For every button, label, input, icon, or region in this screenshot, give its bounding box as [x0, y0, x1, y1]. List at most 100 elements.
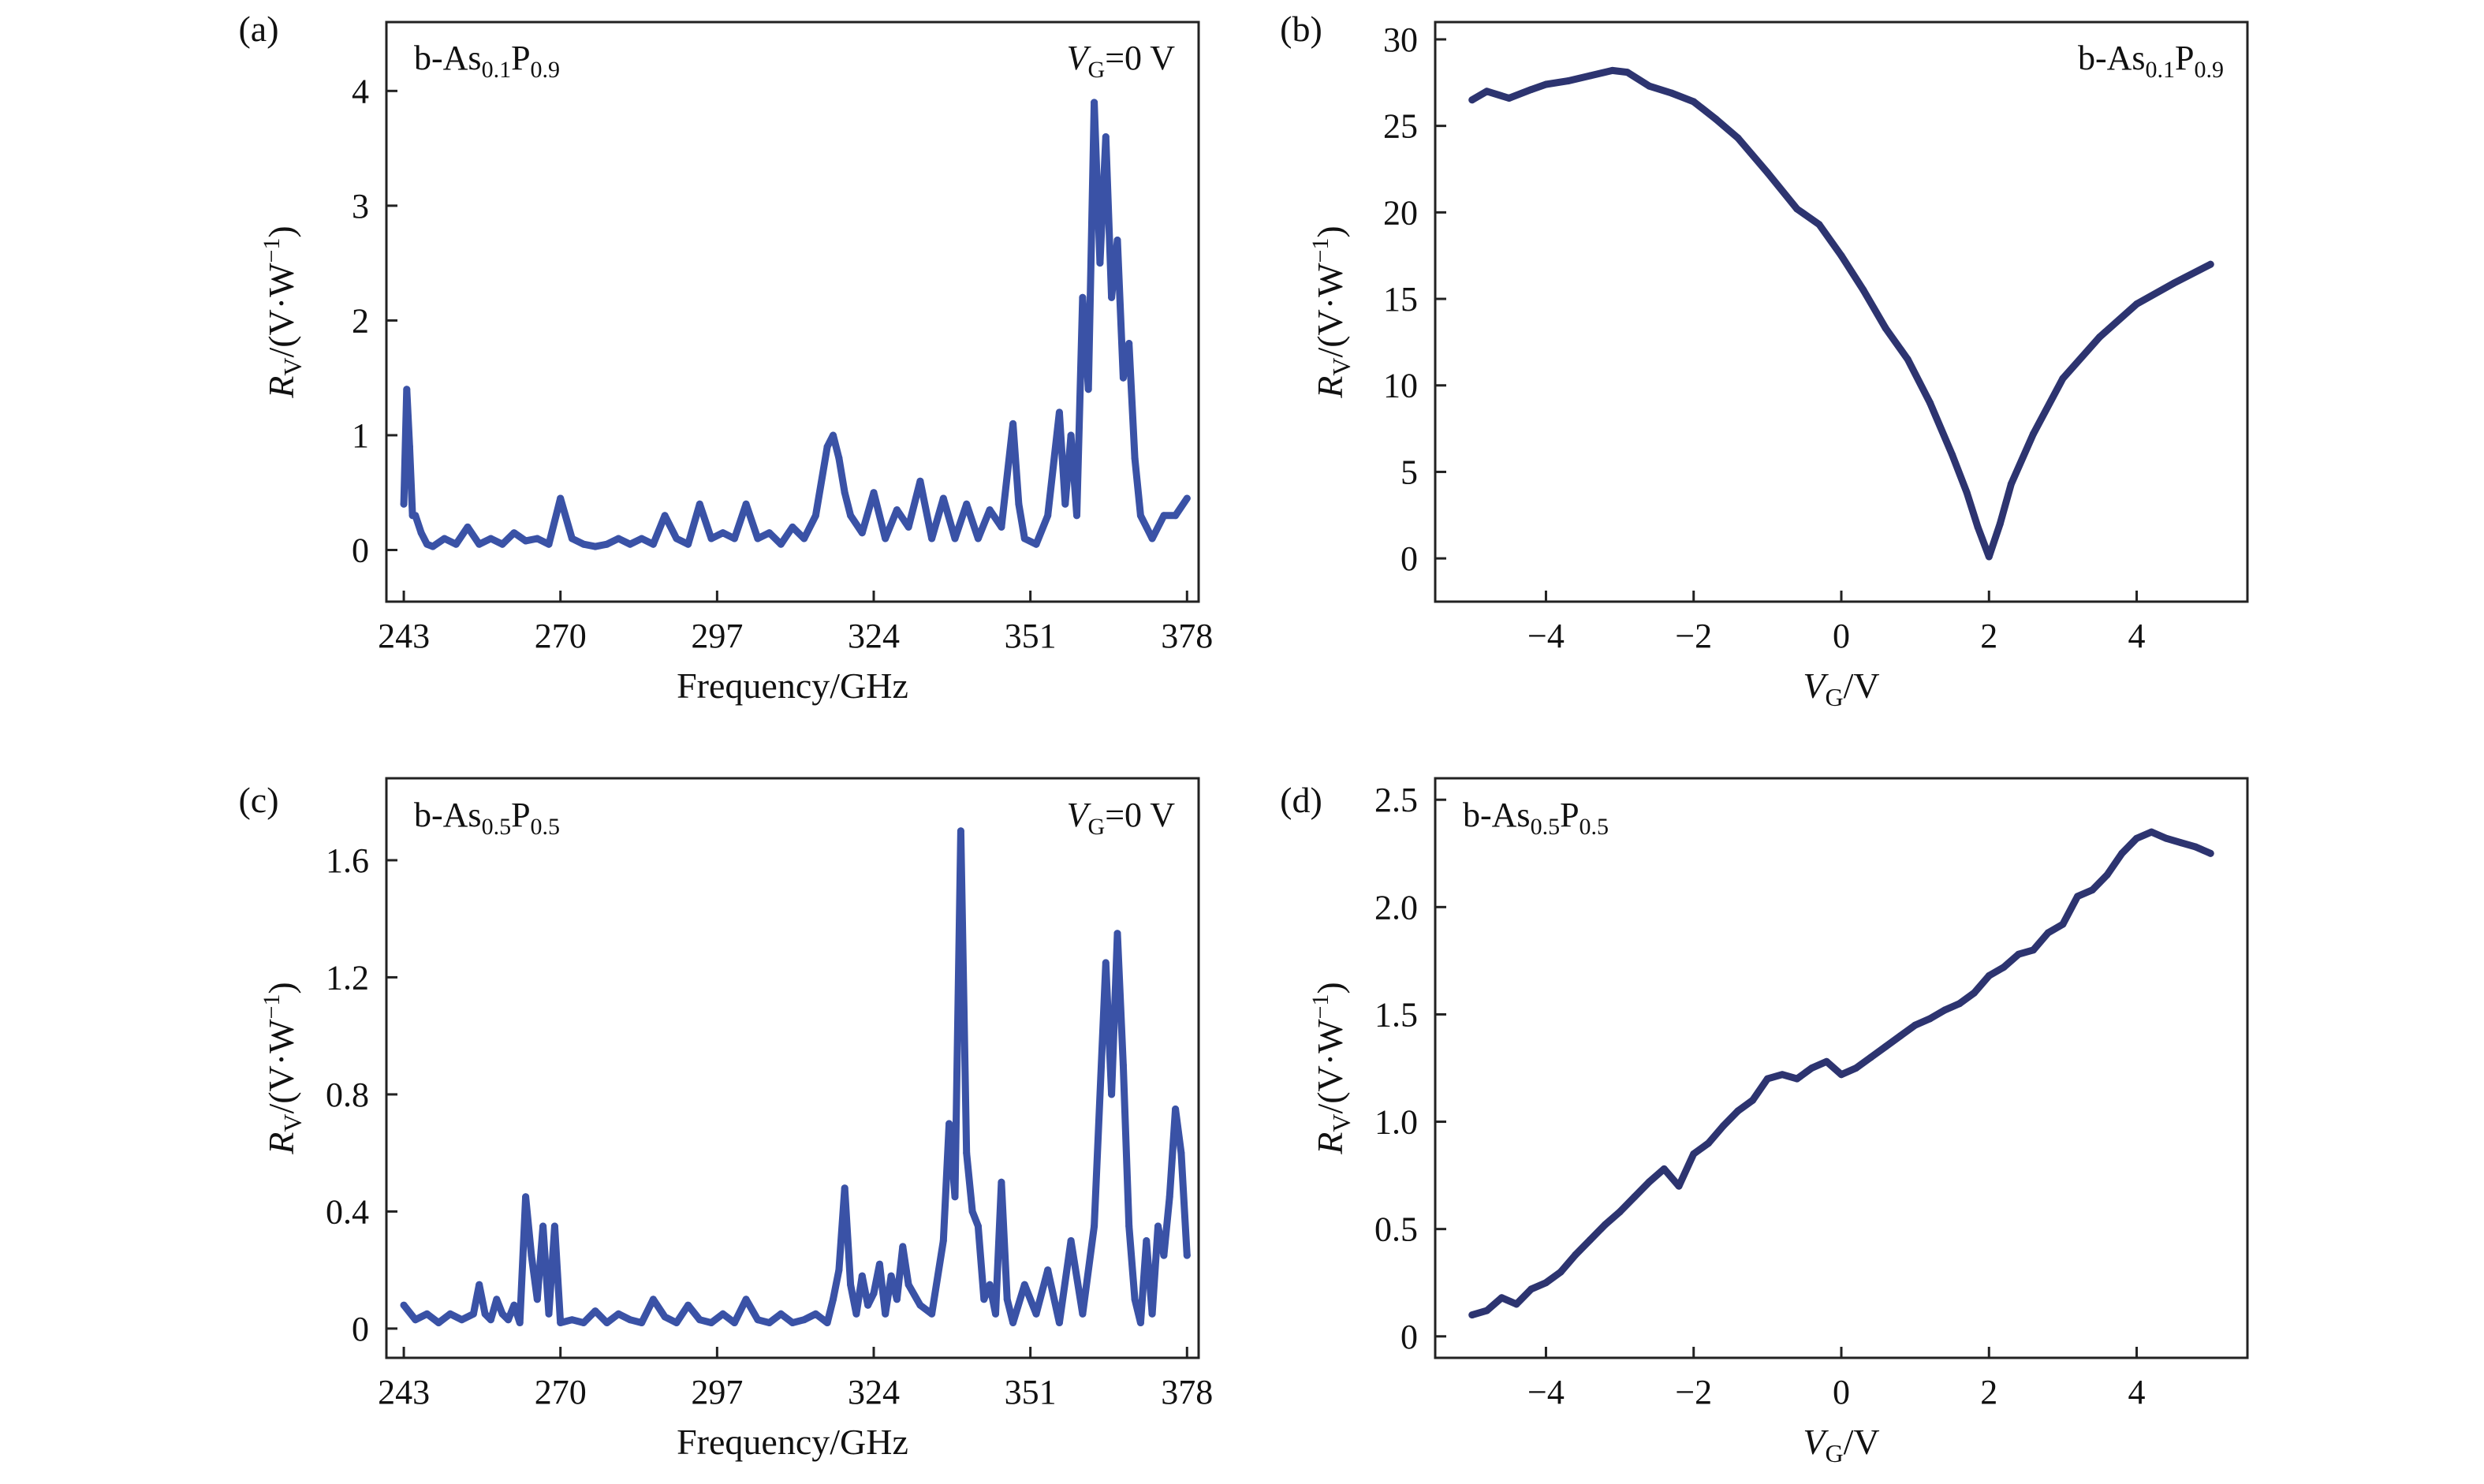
- chart-0-data-point: [638, 535, 646, 543]
- chart-2-data-point: [696, 1316, 703, 1324]
- chart-1-series-line: [1468, 66, 2214, 561]
- chart-3-data-point: [1793, 1075, 1801, 1083]
- chart-2-data-point: [957, 827, 964, 835]
- chart-1-data-point: [1837, 252, 1845, 259]
- chart-0-x-tick-label: 324: [848, 617, 900, 655]
- chart-2-data-point: [968, 1207, 976, 1215]
- chart-0-data-point: [673, 535, 681, 543]
- chart-0-data-point: [1044, 512, 1052, 520]
- chart-1-data-point: [1949, 451, 1956, 458]
- chart-1-data-point: [2206, 260, 2214, 268]
- chart-3-data-point: [1483, 1307, 1490, 1314]
- chart-2-y-tick-label: 0.8: [326, 1076, 369, 1114]
- chart-3-data-point: [2030, 946, 2037, 954]
- chart-3-data-point: [1808, 1065, 1815, 1072]
- chart-3-y-tick-label: 1.5: [1374, 995, 1418, 1034]
- chart-0-data-point: [487, 535, 494, 543]
- chart-2-data-point: [476, 1281, 483, 1288]
- chart-2-data-point: [789, 1319, 796, 1326]
- chart-0-data-point: [533, 535, 541, 543]
- chart-1-panel-label: (b): [1280, 9, 1322, 49]
- chart-0-data-point: [823, 443, 831, 450]
- chart-2-data-point: [893, 1296, 901, 1303]
- chart-3-material-label: b-As0.5P0.5: [1463, 796, 1609, 840]
- chart-0-data-point: [1073, 512, 1080, 520]
- chart-2-data-point: [777, 1310, 785, 1318]
- chart-1-data-point: [1690, 98, 1698, 106]
- chart-0-data-point: [766, 529, 774, 537]
- chart-1-data-point: [1587, 72, 1594, 80]
- chart-1-data-point: [1763, 169, 1771, 177]
- chart-3-data-point: [1601, 1221, 1609, 1229]
- chart-1-data-point: [2030, 430, 2037, 438]
- chart-3-y-tick-label: 1.0: [1374, 1103, 1418, 1142]
- chart-0-data-point: [986, 506, 994, 514]
- chart-0-data-point: [464, 523, 472, 531]
- chart-2-data-point: [1143, 1237, 1151, 1244]
- chart-0-data-point: [742, 500, 750, 508]
- chart-2-data-point: [754, 1316, 762, 1324]
- chart-2-data-point: [557, 1319, 565, 1326]
- chart-2-data-point: [550, 1222, 558, 1230]
- chart-0-condition-label: VG=0 V: [1067, 39, 1176, 83]
- chart-2-data-point: [1154, 1222, 1162, 1230]
- chart-0-data-point: [423, 540, 431, 548]
- chart-2-data-point: [835, 1266, 843, 1274]
- chart-2-data-point: [980, 1296, 988, 1303]
- chart-2-data-point: [522, 1193, 530, 1201]
- chart-3-data-point: [1527, 1285, 1535, 1293]
- chart-2-data-point: [1032, 1310, 1040, 1318]
- chart-0-x-axis-label: Frequency/GHz: [677, 666, 908, 706]
- chart-2-data-point: [1119, 1061, 1127, 1069]
- chart-0-data-point: [626, 540, 634, 548]
- chart-0-panel-label: (a): [238, 9, 278, 49]
- chart-1-data-point: [1974, 524, 1982, 531]
- chart-3-x-tick-label: −2: [1675, 1373, 1712, 1411]
- chart-3-data-point: [1985, 971, 1993, 979]
- chart-3-data-point: [1660, 1165, 1668, 1173]
- chart-2-data-point: [742, 1296, 750, 1303]
- chart-2-y-tick-label: 1.6: [326, 841, 369, 880]
- chart-0-data-point: [1119, 374, 1127, 382]
- chart-2-data-point: [841, 1184, 849, 1192]
- chart-3-data-point: [1719, 1122, 1727, 1130]
- chart-0-data-point: [963, 500, 971, 508]
- chart-0-data-point: [858, 529, 866, 537]
- chart-3-panel-label: (d): [1280, 780, 1322, 820]
- chart-3-data-point: [2000, 964, 2008, 971]
- chart-0-data-point: [403, 386, 411, 393]
- chart-3-data-point: [2044, 929, 2052, 937]
- chart-2-data-point: [568, 1316, 576, 1324]
- chart-1-data-point: [1609, 66, 1617, 74]
- chart-2-data-point: [945, 1120, 953, 1128]
- chart-2-data-point: [1108, 1091, 1116, 1098]
- chart-2-data-point: [1172, 1106, 1180, 1113]
- chart-1-x-tick-label: 4: [2128, 617, 2146, 655]
- chart-3-data-point: [1763, 1075, 1771, 1083]
- chart-2-data-point: [974, 1222, 982, 1230]
- chart-2-data-point: [400, 1301, 408, 1309]
- chart-3-data-point: [1734, 1107, 1742, 1115]
- chart-1-y-tick-label: 10: [1383, 367, 1418, 405]
- chart-2-x-tick-label: 243: [378, 1373, 430, 1411]
- chart-0-data-point: [951, 535, 959, 543]
- chart-1-y-axis-label: RV/(V·W−1): [1307, 226, 1356, 399]
- chart-2-y-tick-label: 0: [352, 1310, 369, 1348]
- chart-0-data-point: [614, 535, 622, 543]
- chart-2-data-point: [603, 1319, 611, 1326]
- chart-2-data-point: [1044, 1266, 1052, 1274]
- chart-2-data-point: [1166, 1193, 1173, 1201]
- chart-3-data-point: [1956, 1000, 1964, 1008]
- chart-0-data-point: [939, 494, 947, 502]
- chart-2-data-point: [510, 1301, 518, 1309]
- chart-3-data-point: [2206, 849, 2214, 857]
- chart-0-data-point: [696, 500, 703, 508]
- chart-0-data-point: [1061, 500, 1069, 508]
- chart-3-data-point: [1587, 1236, 1594, 1244]
- chart-0-data-point: [893, 506, 901, 514]
- chart-2-y-tick-label: 0.4: [326, 1192, 369, 1231]
- chart-3-data-point: [2118, 849, 2126, 857]
- chart-1-data-point: [1624, 69, 1631, 76]
- chart-2-x-tick-label: 351: [1005, 1373, 1057, 1411]
- chart-2-data-point: [1055, 1319, 1063, 1326]
